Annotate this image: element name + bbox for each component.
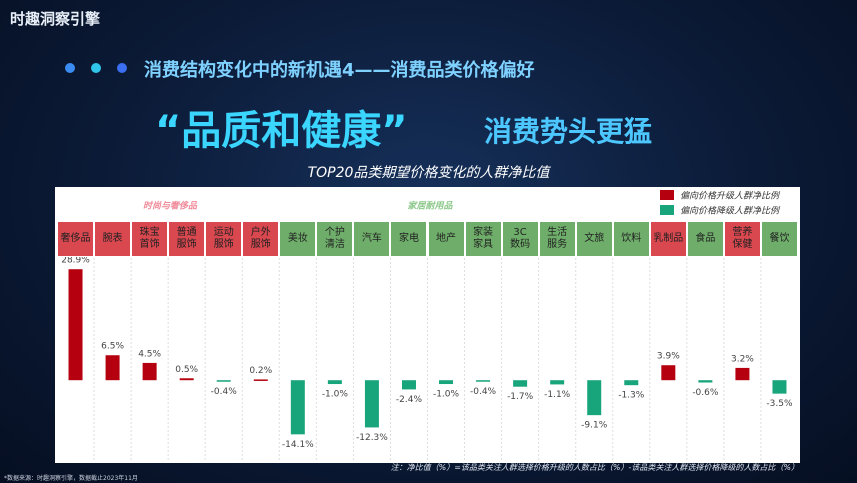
bar (290, 380, 305, 435)
headline-rest: 消费势头更猛 (484, 115, 653, 148)
category-label: 户外 服饰 (242, 221, 280, 257)
value-label: -2.4% (396, 395, 423, 405)
value-label: 0.5% (175, 365, 198, 375)
value-label: -0.4% (211, 387, 238, 397)
value-label: -0.4% (470, 387, 497, 397)
headline-highlight: “品质和健康” (155, 108, 408, 154)
value-label: -3.5% (766, 399, 793, 409)
bar (327, 380, 342, 385)
bar (476, 380, 491, 382)
value-label: -12.3% (356, 433, 388, 443)
category-label: 美妆 (279, 221, 317, 257)
category-label: 乳制品 (649, 221, 687, 257)
legend-label: 偏向价格降级人群净比例 (680, 206, 781, 217)
bar (364, 380, 379, 428)
value-label: 4.5% (138, 349, 161, 359)
bar (401, 380, 416, 390)
dots (65, 63, 127, 73)
value-label: -1.1% (544, 390, 571, 400)
bar (179, 378, 194, 381)
category-label: 家电 (390, 221, 428, 257)
bar (439, 380, 454, 385)
value-label: -1.7% (507, 392, 534, 402)
legend-swatch (660, 190, 674, 200)
category-label: 生活 服务 (538, 221, 576, 257)
category-label: 汽车 (353, 221, 391, 257)
value-label: -9.1% (581, 421, 608, 431)
value-label: -1.0% (322, 390, 349, 400)
source: *数据来源：时趣洞察引擎，数据截止2023年11月 (4, 475, 138, 482)
category-label: 奢侈品 (57, 221, 95, 257)
chart-title: TOP20品类期望价格变化的人群净比值 (307, 165, 550, 181)
category-label: 营养 保健 (723, 221, 761, 257)
bar (68, 269, 83, 381)
legend-label: 偏向价格升级人群净比例 (680, 191, 781, 202)
category-label: 普通 服饰 (168, 221, 206, 257)
value-label: 6.5% (101, 342, 124, 352)
bar (698, 380, 713, 383)
category-label: 个护 清洁 (316, 221, 354, 257)
category-label: 食品 (686, 221, 724, 257)
bar (550, 380, 565, 385)
group-label: 时尚与奢侈品 (143, 201, 198, 212)
value-label: 28.9% (61, 256, 90, 266)
bar (735, 367, 750, 381)
legend-swatch (660, 205, 674, 215)
category-label: 文旅 (575, 221, 613, 257)
bar (624, 380, 639, 386)
logo: 时趣洞察引擎 (10, 10, 101, 28)
bar (253, 379, 268, 381)
value-label: 0.2% (249, 366, 272, 376)
bar (513, 380, 528, 387)
value-label: -1.3% (618, 391, 645, 401)
category-label: 饮料 (612, 221, 650, 257)
bar (216, 380, 231, 382)
heading: 消费结构变化中的新机遇4——消费品类价格偏好 (144, 60, 535, 81)
bar (661, 365, 676, 381)
value-label: -1.0% (433, 390, 460, 400)
bar (105, 355, 120, 381)
category-label: 运动 服饰 (205, 221, 243, 257)
note: 注：净比值（%）=该品类关注人群选择价格升级的人数占比（%）-该品类关注人群选择… (390, 463, 799, 472)
value-label: -0.6% (692, 388, 719, 398)
bar (587, 380, 602, 416)
value-label: 3.2% (731, 354, 754, 364)
value-label: -14.1% (282, 440, 314, 450)
value-label: 3.9% (657, 352, 680, 362)
category-label: 珠宝 首饰 (131, 221, 169, 257)
bar (142, 362, 157, 381)
category-label: 地产 (427, 221, 465, 257)
category-label: 腕表 (94, 221, 132, 257)
category-label: 家装 家具 (464, 221, 502, 257)
category-label: 餐饮 (760, 221, 798, 257)
bar (772, 380, 787, 394)
group-label: 家居耐用品 (407, 201, 453, 212)
category-label: 3C 数码 (501, 221, 539, 257)
